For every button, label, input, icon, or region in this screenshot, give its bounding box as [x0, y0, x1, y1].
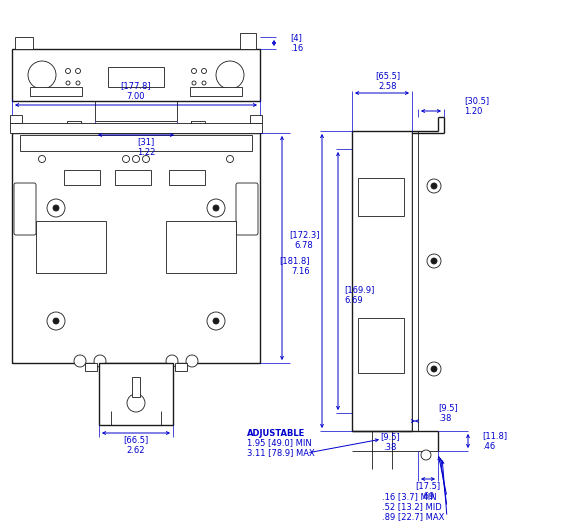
Text: [65.5]
2.58: [65.5] 2.58 — [376, 71, 400, 91]
Text: .89 [22.7] MAX: .89 [22.7] MAX — [382, 512, 444, 521]
Circle shape — [431, 366, 437, 372]
Circle shape — [94, 355, 106, 367]
Circle shape — [53, 205, 59, 211]
Text: [181.8]
7.16: [181.8] 7.16 — [280, 256, 310, 276]
Text: [4]
.16: [4] .16 — [290, 33, 303, 53]
Text: ADJUSTABLE: ADJUSTABLE — [247, 429, 305, 438]
Text: 3.11 [78.9] MAX: 3.11 [78.9] MAX — [247, 449, 315, 458]
Bar — [67, 121, 81, 129]
Circle shape — [143, 156, 149, 162]
Text: [169.9]
6.69: [169.9] 6.69 — [344, 285, 374, 305]
Circle shape — [166, 355, 178, 367]
Circle shape — [76, 81, 80, 85]
Bar — [85, 363, 97, 371]
Bar — [169, 170, 205, 185]
FancyBboxPatch shape — [14, 183, 36, 235]
Bar — [115, 170, 151, 185]
Bar — [15, 37, 33, 49]
Bar — [175, 363, 187, 371]
Circle shape — [421, 450, 431, 460]
Bar — [64, 170, 100, 185]
Text: 1.95 [49.0] MIN: 1.95 [49.0] MIN — [247, 439, 312, 448]
Circle shape — [213, 205, 219, 211]
Circle shape — [202, 81, 206, 85]
Bar — [191, 121, 205, 129]
Bar — [352, 131, 412, 431]
Bar — [10, 123, 262, 133]
Text: [9.5]
.38: [9.5] .38 — [438, 403, 458, 423]
Circle shape — [431, 258, 437, 264]
Bar — [108, 67, 164, 87]
Circle shape — [66, 81, 70, 85]
Text: .16 [3.7] MIN: .16 [3.7] MIN — [382, 492, 437, 501]
Circle shape — [122, 156, 130, 162]
Circle shape — [427, 179, 441, 193]
Bar — [12, 49, 260, 101]
FancyBboxPatch shape — [236, 183, 258, 235]
Circle shape — [65, 68, 70, 73]
Text: [66.5]
2.62: [66.5] 2.62 — [124, 435, 149, 455]
Circle shape — [47, 199, 65, 217]
Bar — [358, 178, 404, 216]
Circle shape — [76, 68, 81, 73]
Bar — [99, 363, 173, 425]
Bar — [166, 221, 236, 273]
Circle shape — [74, 355, 86, 367]
Bar — [240, 33, 256, 49]
Text: [9.5]
.38: [9.5] .38 — [380, 432, 400, 452]
Circle shape — [192, 68, 196, 73]
Circle shape — [207, 199, 225, 217]
Circle shape — [38, 156, 46, 162]
Text: [17.5]
.69: [17.5] .69 — [416, 481, 440, 501]
Text: .52 [13.2] MID: .52 [13.2] MID — [382, 502, 442, 511]
Bar — [36, 221, 106, 273]
Bar — [250, 115, 262, 123]
Text: [31]
1.22: [31] 1.22 — [137, 137, 155, 157]
Circle shape — [186, 355, 198, 367]
Bar — [190, 87, 242, 96]
Circle shape — [192, 81, 196, 85]
Circle shape — [201, 68, 206, 73]
Bar — [12, 133, 260, 363]
Bar — [10, 115, 22, 123]
Text: [30.5]
1.20: [30.5] 1.20 — [464, 96, 489, 116]
Circle shape — [53, 318, 59, 324]
Bar — [30, 87, 82, 96]
Bar — [358, 318, 404, 373]
Text: [177.8]
7.00: [177.8] 7.00 — [121, 81, 151, 101]
Bar — [412, 131, 418, 431]
Circle shape — [47, 312, 65, 330]
Circle shape — [431, 183, 437, 189]
Bar — [20, 135, 252, 151]
Circle shape — [427, 254, 441, 268]
Circle shape — [127, 394, 145, 412]
Circle shape — [207, 312, 225, 330]
Circle shape — [133, 156, 139, 162]
Circle shape — [227, 156, 233, 162]
Text: [11.8]
.46: [11.8] .46 — [482, 431, 507, 451]
Circle shape — [427, 362, 441, 376]
Circle shape — [213, 318, 219, 324]
Bar — [132, 377, 140, 397]
Ellipse shape — [28, 61, 56, 89]
Text: [172.3]
6.78: [172.3] 6.78 — [289, 230, 319, 250]
Ellipse shape — [216, 61, 244, 89]
